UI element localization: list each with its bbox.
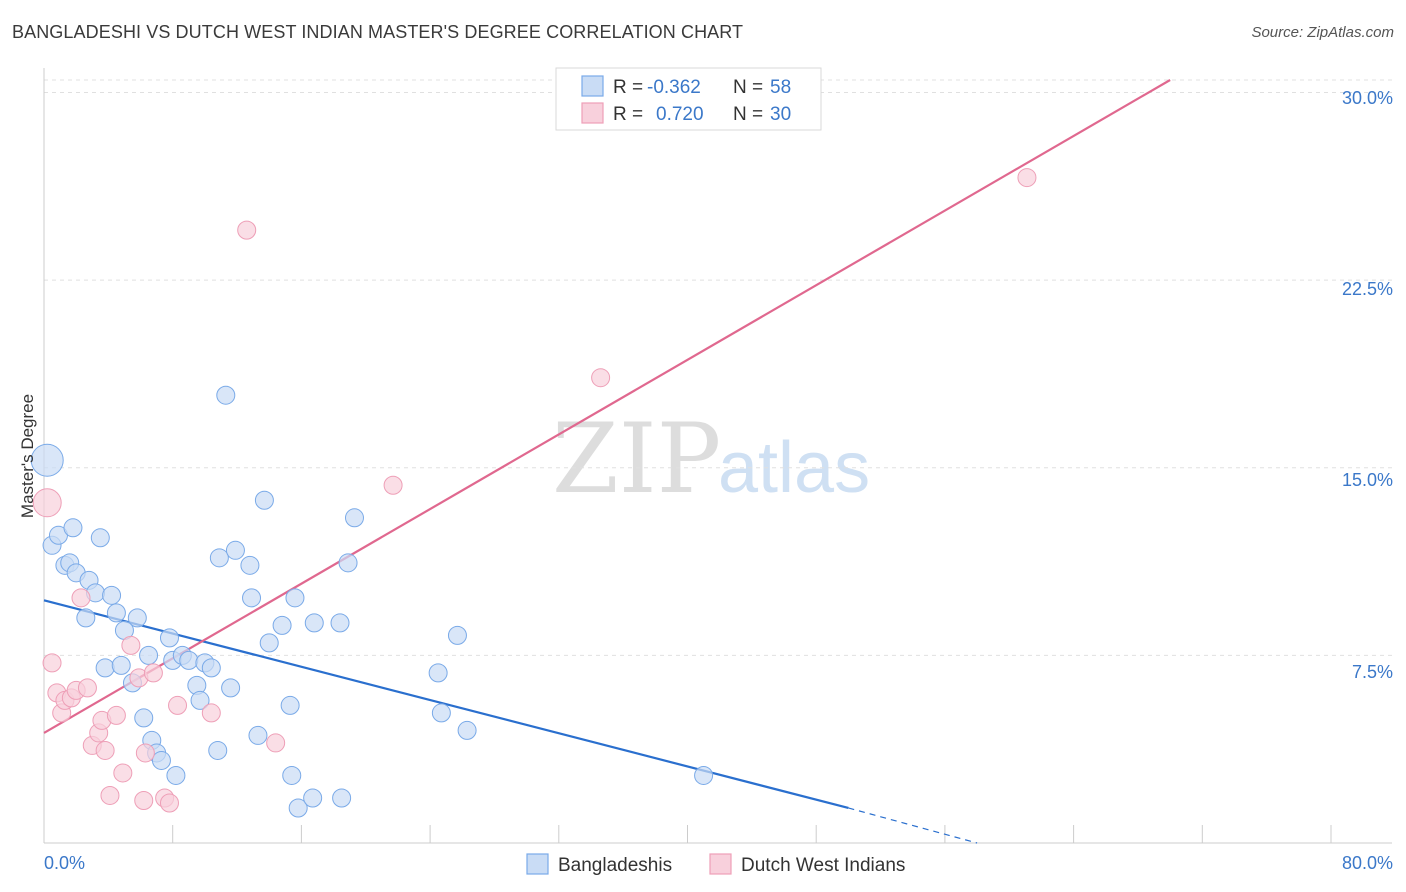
point-dutch-west-indians: [1017, 168, 1037, 188]
source-credit: Source: ZipAtlas.com: [1251, 24, 1394, 41]
point-bangladeshis: [201, 658, 221, 678]
point-dutch-west-indians: [95, 740, 115, 760]
bottom-legend-swatch-dutch-west-indians: [709, 853, 732, 875]
legend-r-label: R =: [613, 77, 643, 98]
y-tick-label: 15.0%: [1342, 470, 1393, 490]
point-bangladeshis: [166, 765, 186, 785]
point-bangladeshis: [95, 658, 115, 678]
point-dutch-west-indians: [591, 368, 611, 388]
point-dutch-west-indians: [134, 790, 154, 810]
point-bangladeshis: [240, 555, 260, 575]
point-bangladeshis: [304, 613, 324, 633]
point-bangladeshis: [248, 725, 268, 745]
point-bangladeshis: [179, 650, 199, 670]
point-bangladeshis: [90, 528, 110, 548]
y-tick-label: 22.5%: [1342, 279, 1393, 299]
legend-r-value: 0.720: [656, 104, 704, 125]
point-dutch-west-indians: [106, 705, 126, 725]
point-bangladeshis: [428, 663, 448, 683]
point-dutch-west-indians: [159, 793, 179, 813]
point-bangladeshis: [285, 588, 305, 608]
point-bangladeshis: [134, 708, 154, 728]
point-bangladeshis: [344, 508, 364, 528]
point-bangladeshis: [216, 385, 236, 405]
point-dutch-west-indians: [77, 678, 97, 698]
point-dutch-west-indians: [32, 488, 62, 518]
bottom-legend-label-bangladeshis: Bangladeshis: [558, 855, 672, 876]
point-bangladeshis: [694, 765, 714, 785]
legend-r-label: R =: [613, 104, 643, 125]
point-bangladeshis: [330, 613, 350, 633]
point-bangladeshis: [431, 703, 451, 723]
bottom-legend-swatch-bangladeshis: [526, 853, 549, 875]
point-bangladeshis: [151, 750, 171, 770]
point-bangladeshis: [280, 695, 300, 715]
y-tick-label: 7.5%: [1352, 662, 1393, 682]
point-bangladeshis: [447, 625, 467, 645]
point-bangladeshis: [254, 490, 274, 510]
point-bangladeshis: [30, 443, 64, 477]
point-bangladeshis: [111, 655, 131, 675]
chart-title: BANGLADESHI VS DUTCH WEST INDIAN MASTER'…: [12, 22, 744, 42]
correlation-legend: R = -0.362 N = 58 R = 0.720 N = 30: [555, 67, 822, 131]
point-bangladeshis: [190, 690, 210, 710]
point-dutch-west-indians: [100, 785, 120, 805]
point-dutch-west-indians: [168, 695, 188, 715]
point-bangladeshis: [106, 603, 126, 623]
data-points: [30, 168, 1037, 818]
point-dutch-west-indians: [237, 220, 257, 240]
legend-n-value: 30: [770, 104, 791, 125]
point-dutch-west-indians: [121, 635, 141, 655]
point-bangladeshis: [242, 588, 262, 608]
point-bangladeshis: [63, 518, 83, 538]
point-bangladeshis: [209, 548, 229, 568]
point-dutch-west-indians: [383, 475, 403, 495]
point-dutch-west-indians: [143, 663, 163, 683]
point-bangladeshis: [127, 608, 147, 628]
y-tick-label: 30.0%: [1342, 88, 1393, 108]
point-dutch-west-indians: [42, 653, 62, 673]
y-axis-label: Master's Degree: [18, 394, 37, 518]
trend-line-dutch-west-indians: [43, 79, 1171, 734]
point-bangladeshis: [259, 633, 279, 653]
point-bangladeshis: [76, 608, 96, 628]
legend-swatch-bangladeshis: [581, 75, 604, 97]
point-bangladeshis: [102, 585, 122, 605]
point-dutch-west-indians: [113, 763, 133, 783]
series-legend: Bangladeshis Dutch West Indians: [526, 853, 905, 876]
x-tick-label-min: 0.0%: [44, 853, 85, 873]
point-dutch-west-indians: [71, 588, 91, 608]
watermark-zip: ZIP: [552, 403, 721, 515]
point-bangladeshis: [159, 628, 179, 648]
x-tick-label-max: 80.0%: [1342, 853, 1393, 873]
point-bangladeshis: [139, 645, 159, 665]
point-bangladeshis: [288, 798, 308, 818]
point-bangladeshis: [272, 615, 292, 635]
legend-swatch-dutch-west-indians: [581, 102, 604, 124]
point-bangladeshis: [225, 540, 245, 560]
point-dutch-west-indians: [266, 733, 286, 753]
point-bangladeshis: [282, 765, 302, 785]
point-bangladeshis: [332, 788, 352, 808]
bottom-legend-label-dutch-west-indians: Dutch West Indians: [741, 855, 905, 876]
point-dutch-west-indians: [201, 703, 221, 723]
point-bangladeshis: [208, 740, 228, 760]
legend-n-label: N =: [733, 104, 763, 125]
legend-n-label: N =: [733, 77, 763, 98]
point-bangladeshis: [338, 553, 358, 573]
point-bangladeshis: [303, 788, 323, 808]
point-dutch-west-indians: [135, 743, 155, 763]
point-bangladeshis: [221, 678, 241, 698]
trend-line-extension-bangladeshis: [848, 807, 978, 844]
legend-n-value: 58: [770, 77, 791, 98]
point-bangladeshis: [457, 720, 477, 740]
legend-r-value: -0.362: [647, 77, 701, 98]
